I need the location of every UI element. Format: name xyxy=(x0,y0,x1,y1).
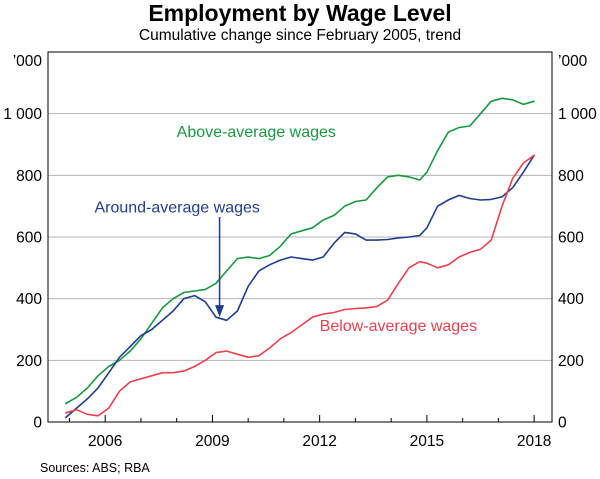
x-tick-label-2018: 2018 xyxy=(517,433,551,450)
annotation-arrow-head xyxy=(215,305,225,318)
y-tick-label-right-1000: 1 000 xyxy=(558,106,597,123)
x-tick-label-2012: 2012 xyxy=(302,433,336,450)
series-line-below-average-wages xyxy=(65,154,535,417)
y-tick-label-right-600: 600 xyxy=(558,230,584,247)
y-axis-unit-left: ’000 xyxy=(13,53,43,70)
y-tick-label-left-1000: 1 000 xyxy=(3,106,42,123)
series-layer: Above-average wages Around-average wages B… xyxy=(65,97,535,419)
y-tick-label-left-200: 200 xyxy=(16,353,42,370)
y-tick-label-left-400: 400 xyxy=(16,291,42,308)
y-tick-label-left-800: 800 xyxy=(16,168,42,185)
y-tick-label-left-600: 600 xyxy=(16,230,42,247)
series-label-above-average-wages: Above-average wages xyxy=(177,124,336,141)
y-tick-label-left-0: 0 xyxy=(33,415,42,432)
series-label-around-average-wages: Around-average wages xyxy=(94,199,259,216)
plot-frame xyxy=(47,51,553,423)
x-tick-label-2009: 2009 xyxy=(195,433,229,450)
x-tick-label-2006: 2006 xyxy=(88,433,122,450)
series-line-above-average-wages xyxy=(65,97,535,405)
y-tick-label-right-200: 200 xyxy=(558,353,584,370)
source-note: Sources: ABS; RBA xyxy=(40,461,150,475)
annotation-layer xyxy=(215,216,225,318)
y-axis-unit-right: ’000 xyxy=(558,53,588,70)
series-label-below-average-wages: Below-average wages xyxy=(320,318,477,335)
y-tick-label-right-0: 0 xyxy=(558,415,567,432)
y-tick-label-right-800: 800 xyxy=(558,168,584,185)
tick-layer: 0 0 200 200 400 400 600 600 800 800 1 000 1 000 2006… xyxy=(3,106,597,450)
grid-layer xyxy=(48,113,552,361)
x-tick-label-2015: 2015 xyxy=(410,433,444,450)
series-line-around-average-wages xyxy=(65,154,535,419)
chart-title: Employment by Wage Level xyxy=(148,0,452,26)
chart-subtitle: Cumulative change since February 2005, t… xyxy=(138,27,462,44)
y-tick-label-right-400: 400 xyxy=(558,291,584,308)
